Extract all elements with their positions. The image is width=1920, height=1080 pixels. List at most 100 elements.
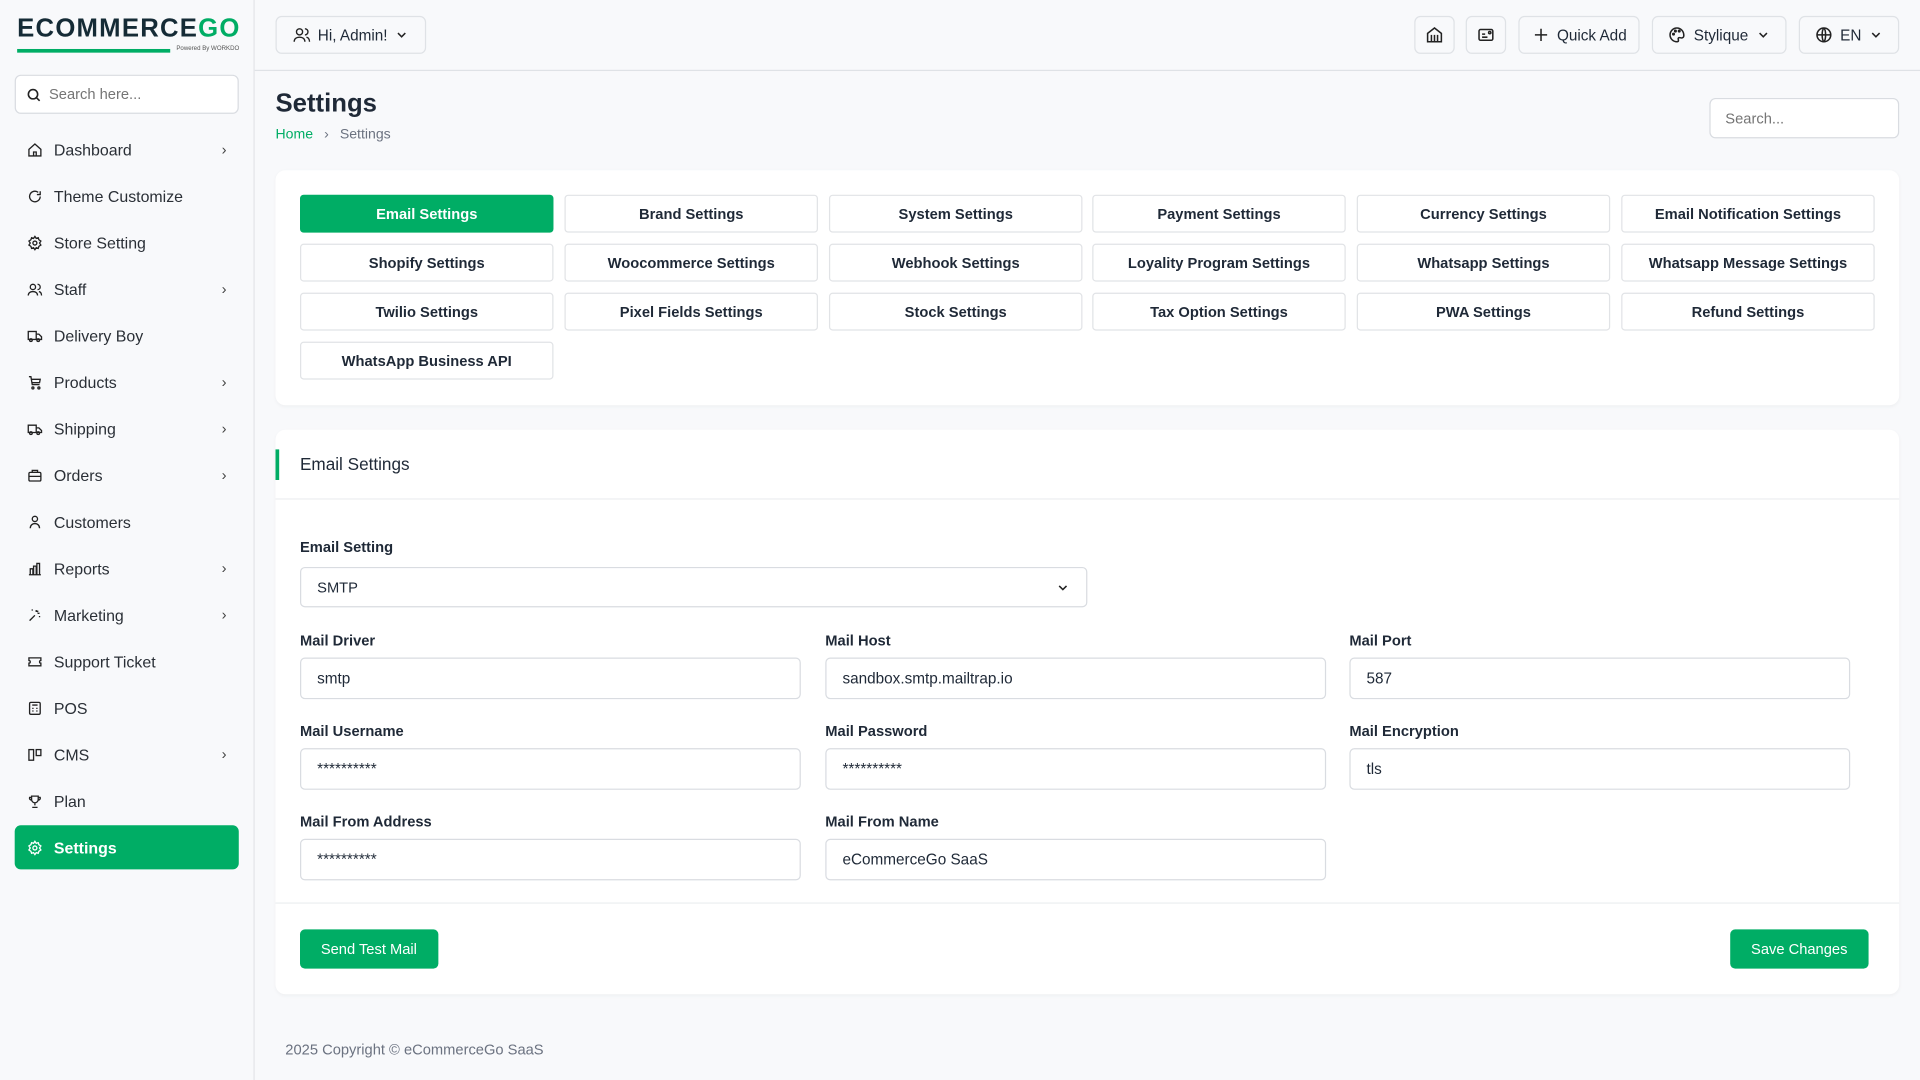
sidebar-item-label: Customers	[53, 512, 131, 531]
sidebar-item-reports[interactable]: Reports ›	[15, 546, 239, 590]
sidebar-item-label: Dashboard	[53, 140, 132, 159]
sidebar-item-plan[interactable]: Plan	[15, 779, 239, 823]
chevron-right-icon: ›	[221, 140, 227, 158]
mail-port-value: 587	[1366, 669, 1393, 687]
tab-webhook-settings[interactable]: Webhook Settings	[828, 243, 1083, 282]
tab-brand-settings[interactable]: Brand Settings	[564, 194, 818, 233]
email-setting-value: SMTP	[317, 578, 358, 596]
sidebar-item-support-ticket[interactable]: Support Ticket	[15, 639, 239, 683]
tab-stock-settings[interactable]: Stock Settings	[828, 292, 1083, 331]
globe-icon	[1815, 27, 1832, 43]
tab-email-notification-settings[interactable]: Email Notification Settings	[1621, 194, 1875, 233]
chevron-down-icon	[1758, 32, 1768, 38]
mail-driver-label: Mail Driver	[300, 631, 376, 649]
tab-email-settings[interactable]: Email Settings	[300, 194, 554, 233]
tab-twilio-settings[interactable]: Twilio Settings	[300, 292, 554, 331]
sidebar-item-marketing[interactable]: Marketing ›	[15, 593, 239, 637]
send-test-mail-button[interactable]: Send Test Mail	[300, 929, 438, 969]
sidebar-item-label: Staff	[53, 279, 87, 299]
mail-encryption-input[interactable]: tls	[1349, 748, 1851, 790]
mail-from-address-input[interactable]: **********	[300, 838, 801, 881]
home-icon	[28, 142, 42, 157]
sidebar-item-label: Plan	[53, 791, 86, 811]
mail-host-input[interactable]: sandbox.smtp.mailtrap.io	[825, 657, 1327, 700]
logo-underline	[17, 48, 171, 53]
chevron-right-icon: ›	[221, 280, 227, 298]
search-icon	[27, 88, 41, 101]
chevron-right-icon: ›	[221, 745, 227, 763]
logo-text: ECOMMERCE	[17, 14, 199, 43]
tab-pwa-settings[interactable]: PWA Settings	[1356, 292, 1611, 331]
sidebar-item-dashboard[interactable]: Dashboard ›	[15, 127, 239, 171]
card-header: Email Settings	[275, 430, 1900, 500]
email-setting-select[interactable]: SMTP	[300, 566, 1088, 608]
sidebar-item-shipping[interactable]: Shipping ›	[15, 407, 239, 451]
shipping-icon	[27, 423, 43, 435]
top-header	[254, 0, 1920, 72]
chevron-down-icon	[1058, 584, 1068, 591]
mail-username-label: Mail Username	[300, 722, 404, 740]
sidebar-item-label: Orders	[53, 465, 103, 485]
mail-driver-value: smtp	[317, 669, 351, 687]
logo[interactable]: ECOMMERCEGO	[17, 15, 240, 44]
tab-tax-option-settings[interactable]: Tax Option Settings	[1092, 292, 1346, 331]
theme-dropdown[interactable]: Stylique	[1651, 15, 1787, 54]
mail-host-label: Mail Host	[825, 631, 891, 649]
breadcrumb-separator-icon: ›	[324, 127, 329, 143]
tab-shopify-settings[interactable]: Shopify Settings	[300, 243, 554, 282]
sidebar-item-delivery-boy[interactable]: Delivery Boy	[15, 313, 239, 357]
plus-icon	[1534, 28, 1547, 42]
mail-from-name-label: Mail From Name	[825, 813, 939, 831]
mail-from-address-label: Mail From Address	[300, 813, 432, 831]
mail-username-value: **********	[317, 760, 377, 778]
tab-loyality-program-settings[interactable]: Loyality Program Settings	[1092, 243, 1346, 282]
sidebar-item-staff[interactable]: Staff ›	[15, 267, 239, 311]
settings-tabs: Email Settings Brand Settings System Setti…	[275, 170, 1900, 406]
tab-whatsapp-message-settings[interactable]: Whatsapp Message Settings	[1621, 243, 1875, 282]
sidebar-item-label: Theme Customize	[53, 186, 184, 206]
tab-woocommerce-settings[interactable]: Woocommerce Settings	[564, 243, 818, 282]
quick-add-button[interactable]: Quick Add	[1518, 15, 1640, 54]
chevron-down-icon	[1871, 32, 1881, 38]
language-dropdown[interactable]: EN	[1798, 15, 1900, 54]
tab-currency-settings[interactable]: Currency Settings	[1356, 194, 1611, 233]
chart-icon	[28, 562, 41, 575]
save-changes-button[interactable]: Save Changes	[1730, 929, 1869, 969]
sidebar: ECOMMERCEGO Powered By WORKDO Dashboard ›…	[0, 0, 255, 1080]
sidebar-item-cms[interactable]: CMS ›	[15, 732, 239, 776]
mail-host-value: sandbox.smtp.mailtrap.io	[842, 669, 1013, 687]
sparkle-icon	[29, 608, 41, 621]
sidebar-item-store-setting[interactable]: Store Setting	[15, 220, 239, 264]
sidebar-item-label: Shipping	[53, 419, 116, 438]
tab-refund-settings[interactable]: Refund Settings	[1621, 292, 1875, 331]
tab-pixel-fields-settings[interactable]: Pixel Fields Settings	[564, 292, 818, 331]
mail-port-input[interactable]: 587	[1349, 657, 1851, 700]
sidebar-item-products[interactable]: Products ›	[15, 360, 239, 404]
page-search-input[interactable]	[1709, 97, 1900, 139]
chevron-down-icon	[398, 32, 407, 38]
sidebar-item-orders[interactable]: Orders ›	[15, 453, 239, 497]
card-title: Email Settings	[300, 454, 410, 474]
chevron-right-icon: ›	[221, 373, 227, 391]
tab-payment-settings[interactable]: Payment Settings	[1092, 194, 1346, 233]
mail-from-name-value: eCommerceGo SaaS	[842, 851, 988, 869]
mail-username-input[interactable]: **********	[300, 748, 801, 790]
mail-from-name-input[interactable]: eCommerceGo SaaS	[825, 838, 1327, 881]
sidebar-item-theme-customize[interactable]: Theme Customize	[15, 174, 239, 218]
sidebar-search-input[interactable]	[48, 85, 221, 103]
briefcase-icon	[28, 469, 42, 482]
mail-password-label: Mail Password	[825, 722, 928, 740]
id-card-button[interactable]	[1465, 15, 1507, 54]
tab-whatsapp-business-api[interactable]: WhatsApp Business API	[300, 341, 554, 380]
sidebar-item-customers[interactable]: Customers	[15, 500, 239, 544]
sidebar-item-pos[interactable]: POS	[15, 686, 239, 730]
accent-bar	[275, 449, 280, 481]
user-menu-button[interactable]: Hi, Admin!	[275, 15, 427, 54]
sidebar-item-settings[interactable]: Settings	[14, 825, 239, 870]
store-button[interactable]	[1414, 15, 1455, 54]
tab-system-settings[interactable]: System Settings	[828, 194, 1083, 233]
tab-whatsapp-settings[interactable]: Whatsapp Settings	[1356, 243, 1611, 282]
mail-driver-input[interactable]: smtp	[300, 657, 801, 700]
breadcrumb-home[interactable]: Home	[275, 127, 314, 143]
mail-password-input[interactable]: **********	[825, 748, 1327, 790]
